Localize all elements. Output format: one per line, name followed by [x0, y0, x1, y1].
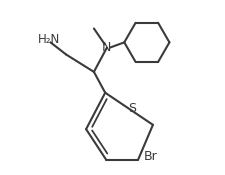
Text: S: S	[128, 102, 136, 115]
Text: N: N	[102, 41, 111, 54]
Text: Br: Br	[143, 150, 156, 163]
Text: H₂N: H₂N	[37, 33, 59, 46]
